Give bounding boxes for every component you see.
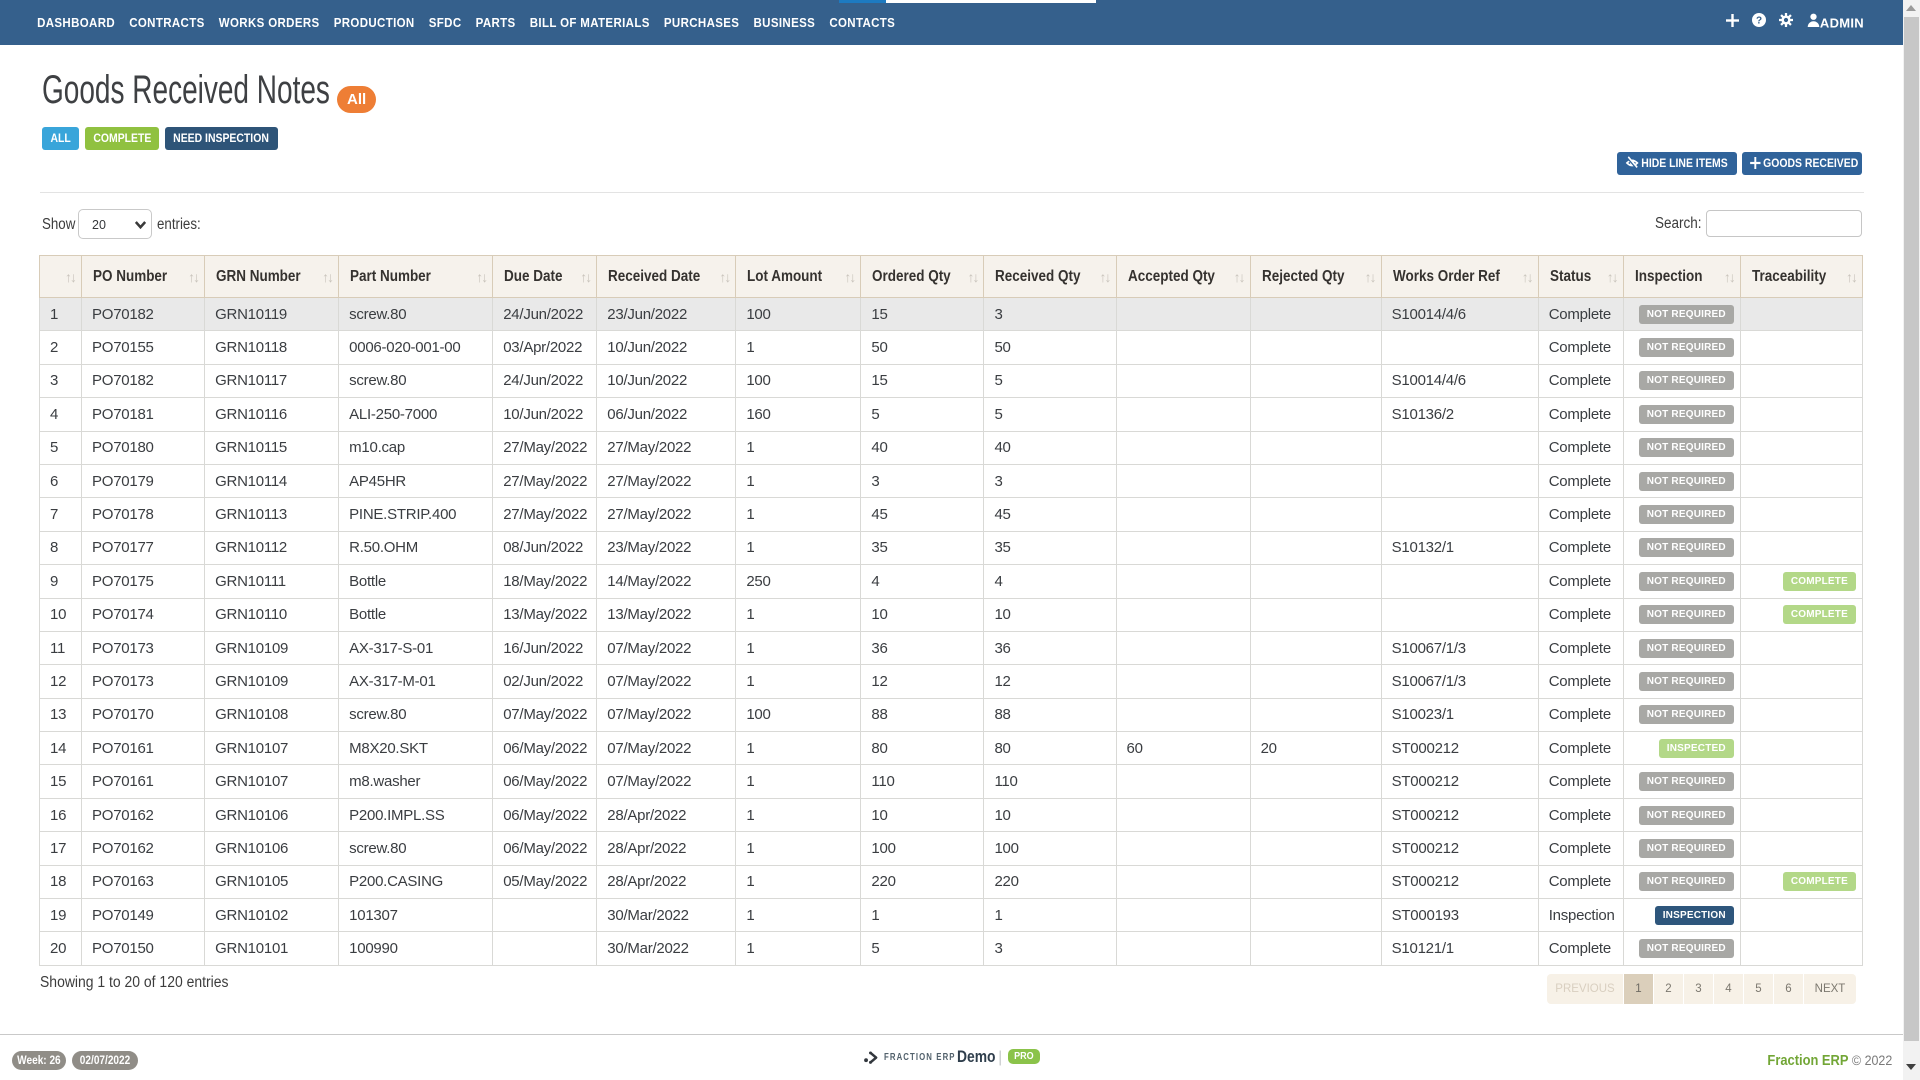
svg-text:?: ?	[1756, 16, 1762, 27]
